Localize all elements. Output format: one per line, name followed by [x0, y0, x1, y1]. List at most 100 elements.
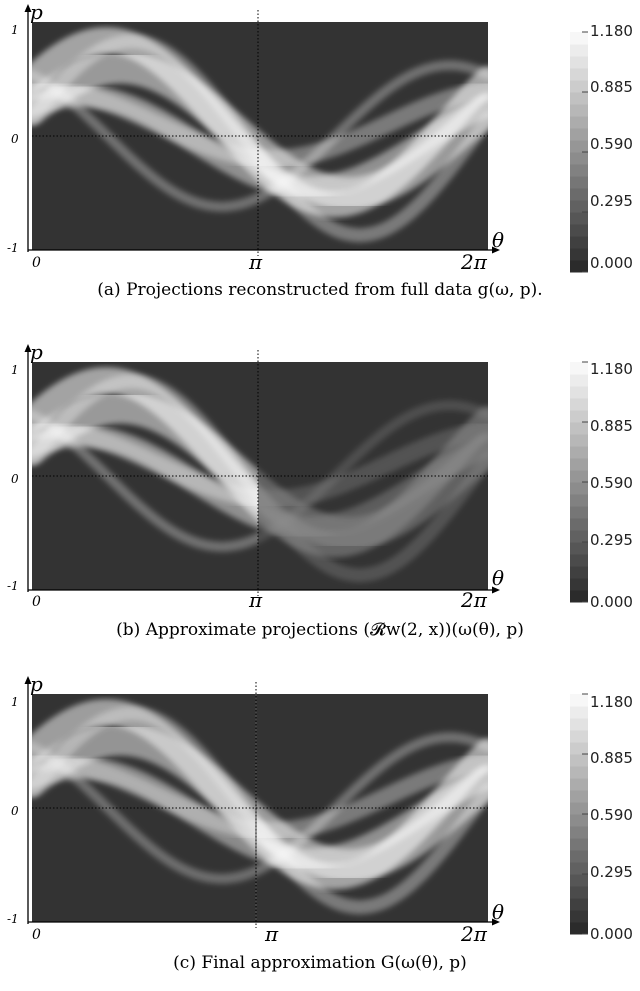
- caption-b: (b) Approximate projections (𝓡w(2, x))(ω…: [116, 620, 524, 640]
- colorbar-band: [570, 362, 588, 375]
- colorbar-band: [570, 398, 588, 411]
- colorbar-band: [570, 742, 588, 755]
- x-axis-arrow: [492, 918, 500, 926]
- colorbar-band: [570, 766, 588, 779]
- y-tick-0: 0: [11, 804, 19, 818]
- colorbar-band: [570, 92, 588, 105]
- colorbar-tick-3: 0.590: [590, 474, 633, 492]
- colorbar-tick-3: 0.590: [590, 135, 633, 153]
- colorbar-band: [570, 862, 588, 875]
- colorbar-band: [570, 718, 588, 731]
- sinusoid-trace: [32, 60, 488, 212]
- x-tick-0: 0: [32, 927, 41, 943]
- x-tick-0: 0: [32, 255, 41, 271]
- colorbar-band: [570, 224, 588, 237]
- colorbar-band: [570, 80, 588, 93]
- y-axis-arrow: [24, 676, 32, 684]
- x-tick-pi: π: [249, 250, 263, 274]
- colorbar-tick-min: 0.000: [590, 925, 633, 943]
- colorbar-band: [570, 922, 588, 935]
- colorbar-band: [570, 188, 588, 201]
- y-tick-neg1: -1: [7, 241, 19, 255]
- colorbar-band: [570, 554, 588, 567]
- colorbar-band: [570, 470, 588, 483]
- colorbar-band: [570, 694, 588, 707]
- sinogram-plot-a: [24, 4, 588, 273]
- y-tick-1: 1: [11, 23, 19, 37]
- colorbar-band: [570, 898, 588, 911]
- colorbar-tick-max: 1.180: [590, 693, 633, 711]
- colorbar-band: [570, 140, 588, 153]
- y-tick-1: 1: [11, 363, 19, 377]
- y-tick-0: 0: [11, 132, 19, 146]
- colorbar-tick-2: 0.885: [590, 78, 633, 96]
- colorbar-band: [570, 838, 588, 851]
- x-axis-label: θ: [492, 900, 505, 924]
- x-tick-2pi: 2π: [461, 250, 487, 274]
- colorbar-band: [570, 874, 588, 887]
- colorbar-band: [570, 494, 588, 507]
- y-axis-arrow: [24, 4, 32, 12]
- colorbar-band: [570, 422, 588, 435]
- colorbar-band: [570, 386, 588, 399]
- x-axis-label: θ: [492, 566, 505, 590]
- y-tick-1: 1: [11, 695, 19, 709]
- colorbar-band: [570, 730, 588, 743]
- colorbar-band: [570, 236, 588, 249]
- colorbar-band: [570, 518, 588, 531]
- caption-c: (c) Final approximation G(ω(θ), p): [173, 953, 467, 973]
- sinogram-traces: [32, 27, 488, 243]
- colorbar-band: [570, 44, 588, 57]
- x-axis-arrow: [492, 586, 500, 594]
- colorbar-band: [570, 850, 588, 863]
- colorbar-band: [570, 116, 588, 129]
- colorbar-band: [570, 212, 588, 225]
- y-axis-label: p: [30, 340, 43, 364]
- colorbar-band: [570, 814, 588, 827]
- x-axis-label: θ: [492, 228, 505, 252]
- colorbar-band: [570, 886, 588, 899]
- panel-c: p 1 0 -1 θ 0 π 2π 1.180 0.885 0.590 0.29…: [0, 660, 640, 990]
- sinusoid-trace: [32, 732, 488, 884]
- panel-b: p 1 0 -1 θ 0 π 2π 1.180 0.885 0.590 0.29…: [0, 330, 640, 660]
- sinogram-plot-c: [24, 676, 588, 935]
- y-axis-arrow: [24, 344, 32, 352]
- colorbar-tick-max: 1.180: [590, 22, 633, 40]
- colorbar-band: [570, 152, 588, 165]
- colorbar-band: [570, 260, 588, 273]
- x-axis-arrow: [492, 246, 500, 254]
- colorbar-band: [570, 482, 588, 495]
- colorbar-tick-3: 0.590: [590, 806, 633, 824]
- colorbar-band: [570, 446, 588, 459]
- colorbar-band: [570, 590, 588, 603]
- y-axis-label: p: [30, 672, 43, 696]
- colorbar-band: [570, 790, 588, 803]
- x-tick-pi: π: [249, 588, 263, 612]
- colorbar-band: [570, 826, 588, 839]
- colorbar-band: [570, 802, 588, 815]
- y-tick-neg1: -1: [7, 579, 19, 593]
- y-axis-label: p: [30, 0, 43, 24]
- colorbar-band: [570, 176, 588, 189]
- x-tick-2pi: 2π: [461, 922, 487, 946]
- colorbar-band: [570, 458, 588, 471]
- colorbar-band: [570, 104, 588, 117]
- y-tick-neg1: -1: [7, 912, 19, 926]
- colorbar-band: [570, 56, 588, 69]
- sinogram-plot-b: [24, 344, 588, 603]
- colorbar-tick-2: 0.885: [590, 417, 633, 435]
- x-tick-2pi: 2π: [461, 588, 487, 612]
- colorbar-tick-min: 0.000: [590, 254, 633, 272]
- caption-a: (a) Projections reconstructed from full …: [97, 280, 543, 300]
- colorbar-band: [570, 128, 588, 141]
- colorbar-tick-4: 0.295: [590, 192, 633, 210]
- colorbar-band: [570, 248, 588, 261]
- colorbar-tick-4: 0.295: [590, 863, 633, 881]
- colorbar-band: [570, 506, 588, 519]
- colorbar-tick-min: 0.000: [590, 593, 633, 611]
- sinogram-traces: [32, 362, 488, 590]
- sinusoid-trace: [32, 753, 488, 840]
- colorbar-tick-max: 1.180: [590, 360, 633, 378]
- x-tick-0: 0: [32, 594, 41, 610]
- colorbar-band: [570, 754, 588, 767]
